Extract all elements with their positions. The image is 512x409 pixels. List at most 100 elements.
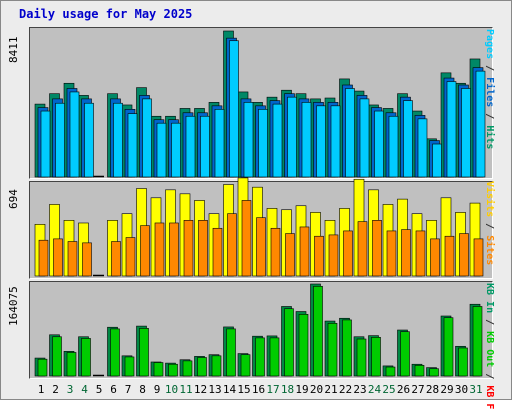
bar-middle-sites-day-10	[169, 222, 179, 277]
bar-top-pages-day-19	[301, 102, 312, 178]
x-tick-label: 12	[193, 383, 208, 396]
bar-top-pages-day-9	[156, 122, 167, 178]
bar-middle-sites-day-6	[111, 241, 121, 277]
bar-bottom-kb-out-day-2	[52, 336, 62, 377]
bar-top-pages-day-21	[330, 105, 341, 178]
bar-bottom-kb-out-day-23	[356, 338, 367, 377]
x-tick-label: 20	[309, 383, 324, 396]
x-tick-label: 3	[66, 383, 74, 396]
bar-middle-sites-day-28	[430, 238, 440, 277]
bar-top-pages-day-1	[40, 110, 51, 178]
bar-middle-sites-day-27	[415, 230, 426, 277]
bar-middle-sites-day-22	[343, 230, 353, 277]
bar-top-pages-day-20	[316, 105, 326, 178]
bar-bottom-kb-out-day-19	[298, 314, 309, 377]
bar-middle-sites-day-30	[459, 233, 469, 277]
bar-top-pages-day-15	[243, 102, 254, 178]
x-tick-label: 26	[396, 383, 411, 396]
bar-bottom-kb-out-day-7	[124, 356, 135, 377]
x-tick-label: 9	[153, 383, 161, 396]
bar-middle-sites-day-12	[198, 220, 208, 277]
bar-top-pages-day-23	[359, 98, 370, 178]
x-tick-label: 10	[164, 383, 179, 396]
bar-top-pages-day-30	[461, 88, 471, 178]
bar-bottom-kb-out-day-26	[400, 331, 410, 377]
bar-bottom-kb-out-day-9	[153, 362, 164, 377]
bar-top-pages-day-3	[69, 91, 80, 178]
bar-top-pages-day-8	[142, 98, 152, 178]
bar-bottom-kb-out-day-3	[66, 352, 77, 377]
bar-middle-sites-day-15	[241, 200, 252, 277]
bar-top-pages-day-28	[432, 143, 442, 178]
bar-middle-sites-day-20	[314, 235, 324, 277]
bar-top-pages-day-24	[374, 110, 384, 178]
bar-top-pages-day-22	[345, 88, 355, 178]
bar-bottom-kb-out-day-13	[211, 355, 222, 377]
x-tick-label: 7	[124, 383, 132, 396]
bar-bottom-kb-out-day-22	[342, 319, 352, 377]
bar-top-pages-day-16	[258, 109, 268, 178]
bar-middle-sites-day-29	[444, 235, 455, 277]
bar-middle-sites-day-9	[154, 222, 165, 277]
x-tick-label: 4	[81, 383, 88, 396]
x-tick-label: 19	[295, 383, 309, 396]
x-tick-label: 31	[469, 383, 483, 396]
x-tick-label: 13	[208, 383, 222, 396]
x-tick-label: 23	[353, 383, 367, 396]
bar-bottom-kb-out-day-17	[269, 337, 280, 377]
bar-middle-sites-day-8	[140, 225, 150, 277]
bar-top-pages-day-10	[171, 122, 181, 178]
bar-middle-sites-day-26	[401, 229, 411, 277]
bar-bottom-kb-out-day-31	[472, 306, 483, 377]
bar-middle-sites-day-24	[372, 220, 382, 277]
bar-middle-sites-day-19	[299, 226, 310, 277]
bar-bottom-kb-out-day-30	[458, 347, 468, 377]
bar-top-pages-day-25	[388, 115, 399, 178]
bar-middle-sites-day-3	[67, 241, 78, 277]
x-tick-label: 11	[179, 383, 193, 396]
bar-bottom-kb-out-day-29	[443, 317, 454, 377]
bar-middle-sites-day-14	[227, 213, 237, 277]
bar-top-pages-day-12	[200, 115, 210, 178]
x-tick-label: 16	[251, 383, 266, 396]
bar-bottom-kb-out-day-27	[414, 365, 425, 377]
bar-middle-sites-day-23	[357, 221, 368, 277]
bar-bottom-kb-out-day-18	[284, 308, 294, 377]
bar-bottom-kb-out-day-25	[385, 366, 396, 377]
bar-top-pages-day-14	[229, 40, 239, 178]
bar-bottom-kb-out-day-10	[168, 363, 178, 377]
x-tick-label: 28	[425, 383, 440, 396]
bar-top-pages-day-17	[272, 103, 283, 178]
bar-bottom-kb-out-day-28	[429, 368, 439, 377]
x-tick-label: 14	[222, 383, 237, 396]
bar-top-pages-day-6	[113, 102, 123, 178]
bar-middle-sites-day-7	[125, 237, 136, 277]
bars-layer	[34, 30, 486, 377]
bar-bottom-kb-out-day-15	[240, 354, 251, 377]
x-tick-label: 22	[338, 383, 353, 396]
x-tick-label: 6	[110, 383, 117, 396]
bar-top-pages-day-18	[287, 96, 297, 178]
bar-top-pages-day-7	[127, 113, 138, 178]
bar-middle-sites-day-17	[270, 227, 281, 277]
x-tick-label: 1	[37, 383, 45, 396]
bar-top-pages-day-11	[185, 115, 196, 178]
bar-bottom-kb-out-day-11	[182, 360, 193, 377]
bar-middle-sites-day-25	[386, 230, 397, 277]
bar-bottom-kb-out-day-12	[197, 357, 207, 377]
bar-bottom-kb-out-day-24	[371, 337, 381, 377]
x-tick-label: 5	[95, 383, 103, 396]
x-tick-label: 25	[382, 383, 396, 396]
bar-top-pages-day-29	[446, 81, 457, 178]
x-tick-label: 15	[237, 383, 251, 396]
x-tick-label: 8	[139, 383, 146, 396]
bar-top-pages-day-2	[55, 102, 65, 178]
x-tick-label: 2	[52, 383, 59, 396]
bar-bottom-kb-out-day-8	[139, 328, 149, 377]
bar-middle-sites-day-31	[473, 238, 484, 277]
bar-bottom-kb-out-day-16	[255, 337, 265, 377]
x-tick-label: 30	[454, 383, 469, 396]
x-tick-label: 29	[440, 383, 454, 396]
x-tick-label: 21	[324, 383, 338, 396]
